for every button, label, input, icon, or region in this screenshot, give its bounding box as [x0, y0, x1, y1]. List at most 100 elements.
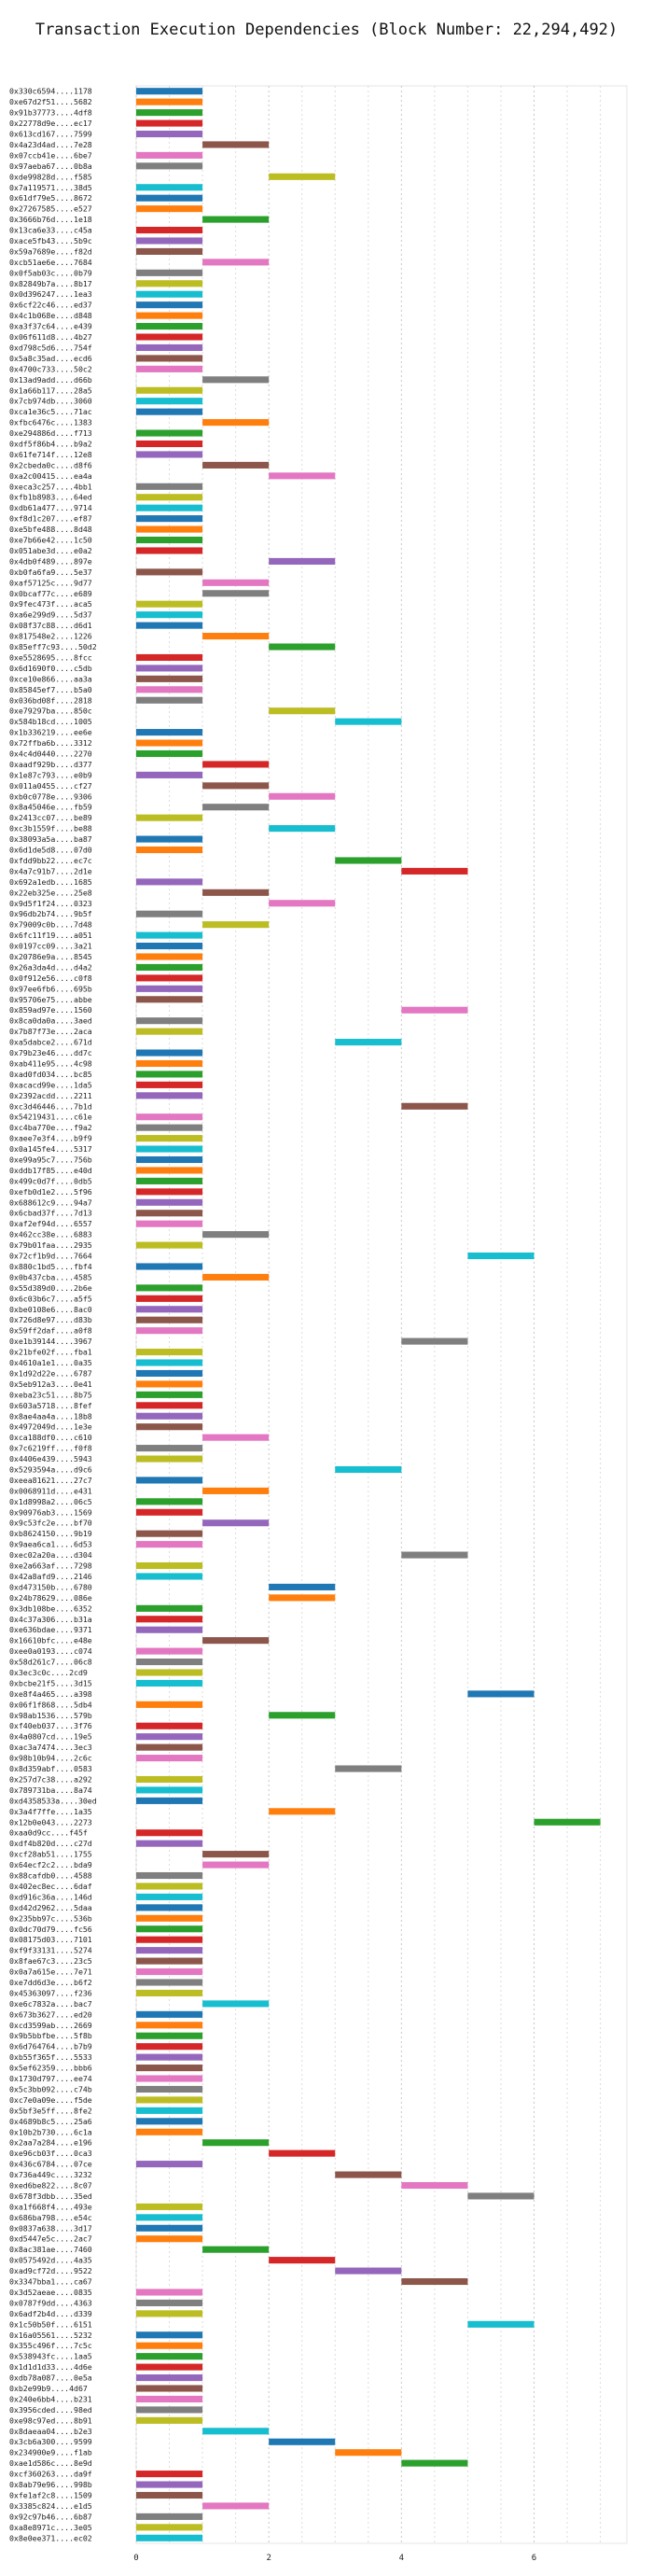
execution-bar	[136, 1914, 203, 1922]
execution-bar	[401, 1551, 468, 1559]
row-label: 0x2392acdd....2211	[9, 1091, 92, 1100]
execution-bar	[136, 1028, 203, 1035]
execution-bar	[136, 88, 203, 95]
execution-bar	[136, 1263, 203, 1270]
execution-bar	[202, 590, 270, 597]
row-label: 0xbe0108e6....8ac0	[9, 1305, 92, 1314]
execution-bar	[202, 889, 270, 896]
row-label: 0x0a7a615e....7e71	[9, 1967, 92, 1977]
execution-bar	[136, 1306, 203, 1313]
execution-bar	[136, 1733, 203, 1741]
execution-bar	[136, 953, 203, 960]
row-label: 0x6d764764....b7b9	[9, 2042, 92, 2051]
execution-bar	[136, 1541, 203, 1548]
execution-bar	[136, 878, 203, 886]
execution-bar	[136, 1659, 203, 1666]
row-label: 0x4610a1e1....0a35	[9, 1358, 92, 1367]
row-label: 0xe5528695....8fcc	[9, 652, 92, 662]
row-label: 0x8daeaa04....b2e3	[9, 2427, 92, 2436]
execution-bar	[136, 963, 203, 971]
execution-bar	[136, 1989, 203, 1996]
execution-bar	[136, 280, 203, 287]
row-label: 0x08f37c88....d6d1	[9, 621, 92, 630]
row-label: 0xaf2ef94d....6557	[9, 1219, 92, 1228]
row-label: 0xeba23c51....8b75	[9, 1390, 92, 1399]
row-label: 0xb0fa6fa9....5e37	[9, 567, 92, 577]
execution-bar	[136, 1113, 203, 1121]
execution-bar	[202, 1273, 270, 1281]
row-label: 0xc4ba770e....f9a2	[9, 1123, 92, 1132]
execution-bar	[269, 557, 336, 565]
execution-bar	[136, 290, 203, 298]
execution-bar	[136, 931, 203, 939]
execution-bar	[335, 857, 402, 864]
execution-bar	[136, 2385, 203, 2392]
execution-bar	[136, 269, 203, 276]
execution-bar	[401, 2277, 468, 2286]
row-label: 0xc7e0a09e....f5de	[9, 2095, 92, 2105]
row-label: 0x3d52aeae....0835	[9, 2288, 92, 2297]
row-label: 0x79009c0b....7d48	[9, 920, 92, 930]
row-label: 0x8ae4aa4a....18b8	[9, 1411, 92, 1421]
row-label: 0xca188df0....c610	[9, 1433, 92, 1442]
row-label: 0x6adf2b4d....d339	[9, 2309, 92, 2318]
execution-bar	[136, 1167, 203, 1174]
execution-bar	[136, 365, 203, 372]
execution-bar	[136, 247, 203, 255]
row-label: 0x2413cc07....be89	[9, 813, 92, 822]
execution-bar	[136, 1081, 203, 1088]
row-label: 0x54219431....c61e	[9, 1113, 92, 1122]
row-label: 0x0bcaf77c....e689	[9, 589, 92, 598]
execution-bar	[136, 568, 203, 576]
row-label: 0xc3d46446....7b1d	[9, 1101, 92, 1111]
row-label: 0x97ee6fb6....695b	[9, 984, 92, 993]
execution-bar	[136, 686, 203, 693]
execution-bar	[202, 579, 270, 586]
row-label: 0x0787f9dd....4363	[9, 2298, 92, 2307]
row-label: 0xf40eb037....3f76	[9, 1721, 92, 1730]
execution-bar	[136, 2416, 203, 2424]
execution-bar	[136, 301, 203, 309]
execution-bar	[202, 1434, 270, 1441]
execution-bar	[136, 1829, 203, 1837]
execution-bar	[534, 1818, 601, 1826]
execution-bar	[136, 504, 203, 511]
row-label: 0xe79297ba....850c	[9, 707, 92, 716]
row-label: 0x9b5bbfbe....5f8b	[9, 2031, 92, 2040]
execution-bar	[136, 1455, 203, 1463]
execution-bar	[136, 1755, 203, 1762]
execution-bar	[136, 323, 203, 330]
x-tick-label: 4	[399, 2554, 404, 2563]
row-label: 0xb2e99b9....4d67	[9, 2384, 88, 2393]
row-label: 0x26a3da4d....d4a2	[9, 962, 92, 972]
row-label: 0x234900e9....f1ab	[9, 2448, 92, 2457]
x-tick-label: 2	[266, 2554, 271, 2563]
execution-bar	[202, 376, 270, 384]
row-label: 0xc3b1559f....be88	[9, 824, 92, 833]
execution-bar	[136, 2406, 203, 2414]
row-label: 0xd473150b....6780	[9, 1582, 92, 1591]
row-label: 0xa1f668f4....493e	[9, 2202, 92, 2211]
row-label: 0x38093a5a....ba87	[9, 834, 92, 844]
execution-bar	[136, 1775, 203, 1784]
row-label: 0x3a4f7ffe....1a35	[9, 1807, 92, 1816]
execution-bar	[202, 259, 270, 266]
row-label: 0x4972049d....1e3e	[9, 1422, 92, 1432]
row-label: 0x1b336219....ee6e	[9, 728, 92, 737]
row-label: 0x91b37773....4df8	[9, 108, 92, 118]
execution-bar	[136, 1561, 203, 1570]
execution-bar	[269, 472, 336, 480]
row-label: 0x1d1d1d33....4d6e	[9, 2362, 92, 2372]
row-label: 0x98ab1536....579b	[9, 1711, 92, 1720]
row-label: 0x07ccb41e....6be7	[9, 150, 92, 160]
row-label: 0x2aa7a284....e196	[9, 2138, 92, 2148]
execution-bar	[202, 1231, 270, 1239]
execution-bar	[202, 419, 270, 427]
execution-bar	[136, 162, 203, 170]
row-label: 0xe99a95c7....756b	[9, 1155, 92, 1165]
execution-bar	[136, 1573, 203, 1580]
row-label: 0x330c6594....1178	[9, 87, 92, 96]
row-label: 0xdb61a477....9714	[9, 503, 92, 512]
row-label: 0x0b437cba....4585	[9, 1272, 92, 1281]
